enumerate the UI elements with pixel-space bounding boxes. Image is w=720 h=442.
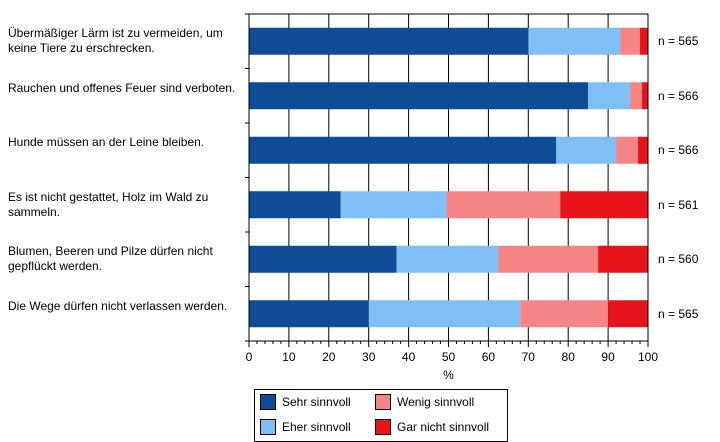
- x-axis-label: %: [443, 368, 454, 382]
- category-label: Übermäßiger Lärm ist zu vermeiden, um ke…: [8, 26, 223, 56]
- bar-segment: [616, 136, 639, 164]
- bar-segment: [640, 27, 648, 55]
- x-tick-label: 80: [562, 350, 576, 364]
- x-tick-label: 20: [322, 350, 336, 364]
- legend-swatch: [375, 394, 391, 410]
- legend-label: Wenig sinnvoll: [397, 395, 475, 409]
- legend-item: Gar nicht sinnvoll: [375, 419, 489, 435]
- bar-segment: [630, 82, 643, 110]
- bar-segment: [638, 136, 648, 164]
- sample-size-label: n = 561: [658, 197, 699, 212]
- bar-segment: [249, 300, 369, 328]
- legend-swatch: [375, 419, 391, 435]
- category-label: Die Wege dürfen nicht verlassen werden.: [8, 298, 228, 313]
- legend-swatch: [260, 394, 276, 410]
- legend-item: Sehr sinnvoll: [260, 394, 351, 410]
- bar-segment: [642, 82, 648, 110]
- x-tick-label: 70: [522, 350, 536, 364]
- category-label: Hunde müssen an der Leine bleiben.: [8, 135, 205, 150]
- bar-segment: [249, 245, 397, 273]
- bar-segment: [588, 82, 631, 110]
- x-tick-label: 50: [442, 350, 456, 364]
- bar-segment: [608, 300, 648, 328]
- legend-label: Gar nicht sinnvoll: [397, 420, 490, 434]
- sample-size-label: n = 566: [658, 143, 699, 158]
- x-tick-label: 90: [601, 350, 615, 364]
- sample-size-label: n = 566: [658, 88, 699, 103]
- bar-segment: [528, 27, 621, 55]
- bar-segment: [396, 245, 499, 273]
- x-tick-label: 0: [246, 350, 253, 364]
- category-label: Blumen, Beeren und Pilze dürfen nicht ge…: [8, 244, 213, 274]
- bar-segment: [598, 245, 648, 273]
- bar-segment: [446, 191, 561, 219]
- legend-label: Eher sinnvoll: [282, 420, 351, 434]
- legend-item: Eher sinnvoll: [260, 419, 351, 435]
- sample-size-label: n = 565: [658, 306, 699, 321]
- x-tick-label: 100: [638, 350, 658, 364]
- bar-segment: [340, 191, 447, 219]
- bar-segment: [249, 136, 557, 164]
- bar-segment: [249, 191, 341, 219]
- bar-segment: [556, 136, 617, 164]
- x-tick-label: 10: [282, 350, 296, 364]
- bar-segment: [560, 191, 648, 219]
- sample-size-label: n = 565: [658, 34, 699, 49]
- category-label: Rauchen und offenes Feuer sind verboten.: [8, 80, 236, 95]
- x-tick-label: 40: [402, 350, 416, 364]
- bar-segment: [249, 82, 589, 110]
- legend-label: Sehr sinnvoll: [282, 395, 351, 409]
- x-tick-label: 30: [362, 350, 376, 364]
- bar-segment: [620, 27, 641, 55]
- legend-swatch: [260, 419, 276, 435]
- x-tick-label: 60: [482, 350, 496, 364]
- legend-item: Wenig sinnvoll: [375, 394, 474, 410]
- category-label: Es ist nicht gestattet, Holz im Wald zu …: [8, 189, 209, 219]
- chart-legend: Sehr sinnvoll Eher sinnvoll Wenig sinnvoll…: [254, 389, 508, 442]
- bar-segment: [498, 245, 599, 273]
- bar-segment: [520, 300, 609, 328]
- sample-size-label: n = 560: [658, 252, 699, 267]
- bar-segment: [249, 27, 529, 55]
- bar-segment: [368, 300, 521, 328]
